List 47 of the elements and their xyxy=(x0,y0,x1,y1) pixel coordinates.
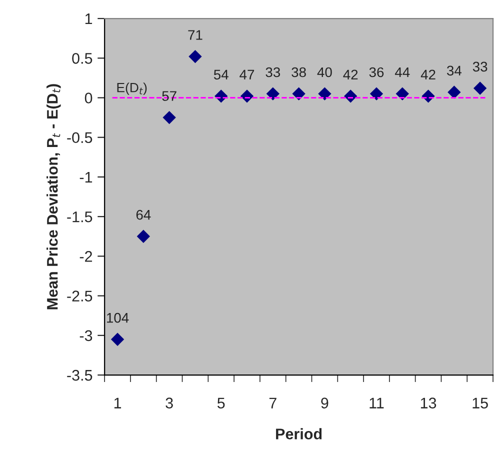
ref-line-label: E(D$_{t}$) xyxy=(117,82,147,95)
x-tick-label: 15 xyxy=(472,398,488,408)
point xyxy=(344,90,358,103)
y-axis-title: Mean Price Deviation, P$_{t}$ - E(D$_{t}$) xyxy=(46,84,61,310)
annotation: 64 xyxy=(136,210,151,220)
annotation: 42 xyxy=(343,70,358,80)
y-tick-label: -1 xyxy=(80,172,92,183)
y-tick-label: 1 xyxy=(85,14,92,24)
x-tick-label: 7 xyxy=(269,398,276,408)
point xyxy=(473,82,487,95)
y-tick-label: -3 xyxy=(80,330,92,342)
x-axis-title: Period xyxy=(276,428,322,440)
y-tick-label: -1.5 xyxy=(67,212,92,222)
x-tick-label: 11 xyxy=(370,398,384,408)
x-tick-label: 9 xyxy=(321,398,328,408)
annotation: 71 xyxy=(188,30,202,40)
annotation: 33 xyxy=(472,62,488,72)
annotation: 34 xyxy=(446,66,462,76)
y-tick-label: -0.5 xyxy=(67,132,92,144)
point xyxy=(266,87,280,100)
y-tick-label: -2 xyxy=(80,251,92,262)
x-tick-label: 3 xyxy=(166,398,173,408)
point xyxy=(162,110,176,124)
point xyxy=(370,87,384,100)
y-tick-label: -2.5 xyxy=(67,290,92,302)
y-tick-label: -3.5 xyxy=(67,370,92,381)
annotation: 40 xyxy=(317,67,332,78)
point xyxy=(448,86,461,99)
point xyxy=(188,50,202,64)
annotation: 36 xyxy=(369,67,384,78)
point xyxy=(318,87,332,100)
point xyxy=(292,87,306,100)
x-tick-label: 13 xyxy=(420,398,436,408)
x-tick-label: 1 xyxy=(114,398,122,408)
point xyxy=(136,230,150,243)
point xyxy=(110,332,124,346)
annotation: 54 xyxy=(214,70,228,80)
annotation: 42 xyxy=(420,70,436,80)
y-tick-label: 0 xyxy=(84,92,92,104)
annotation: 44 xyxy=(394,67,410,78)
annotation: 38 xyxy=(292,67,306,78)
point xyxy=(396,87,409,100)
y-tick-label: 0.5 xyxy=(72,53,92,64)
annotation: 47 xyxy=(240,70,254,80)
annotation: 104 xyxy=(107,312,129,323)
x-tick-label: 5 xyxy=(217,398,225,408)
annotation: 33 xyxy=(266,67,280,78)
